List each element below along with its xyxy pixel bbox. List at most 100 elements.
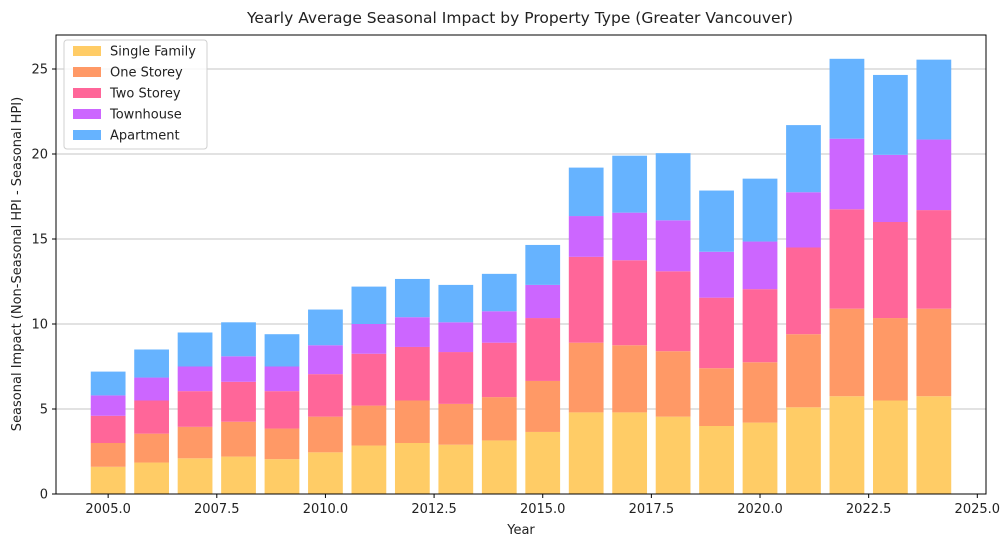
bar-single-family-2016 <box>568 412 604 494</box>
bar-two-storey-2021 <box>786 247 821 335</box>
y-tick-label: 25 <box>31 63 48 78</box>
legend-swatch-two-storey <box>73 88 101 98</box>
bar-single-family-2015 <box>525 431 561 494</box>
x-tick-label: 2012.5 <box>411 502 457 517</box>
bar-two-storey-2007 <box>177 391 213 427</box>
bar-apartment-2015 <box>525 244 561 285</box>
bar-townhouse-2007 <box>177 366 213 392</box>
bar-single-family-2023 <box>873 400 908 494</box>
bar-apartment-2010 <box>308 309 343 346</box>
bar-apartment-2007 <box>177 332 213 367</box>
bar-townhouse-2006 <box>134 377 169 401</box>
bar-apartment-2021 <box>786 125 821 193</box>
y-tick-label: 10 <box>31 318 48 333</box>
bar-apartment-2009 <box>264 334 300 367</box>
bar-apartment-2022 <box>829 58 865 139</box>
bar-townhouse-2009 <box>264 366 300 392</box>
legend-swatch-apartment <box>73 130 101 140</box>
x-axis-ticks: 2005.0 2007.5 2010.0 2012.5 2015.0 2017.5 2020… <box>85 494 1000 517</box>
bar-townhouse-2016 <box>568 216 604 257</box>
bar-one-storey-2013 <box>438 403 474 445</box>
bar-single-family-2024 <box>916 396 952 494</box>
bar-two-storey-2017 <box>612 260 648 346</box>
bar-apartment-2016 <box>568 167 604 217</box>
bar-townhouse-2019 <box>699 251 734 298</box>
bar-one-storey-2023 <box>873 318 908 401</box>
bar-apartment-2013 <box>438 284 474 323</box>
bar-one-storey-2019 <box>699 368 734 426</box>
bar-single-family-2014 <box>481 440 517 494</box>
legend-label: Townhouse <box>109 108 182 123</box>
bar-single-family-2010 <box>308 452 343 494</box>
legend: Single Family One Storey Two Storey Townhou… <box>63 39 208 150</box>
bar-one-storey-2010 <box>308 416 343 453</box>
bar-apartment-2006 <box>134 349 169 378</box>
bar-townhouse-2014 <box>481 311 517 343</box>
bar-apartment-2012 <box>394 278 430 318</box>
bar-one-storey-2024 <box>916 308 952 397</box>
bar-apartment-2008 <box>221 322 256 357</box>
bars <box>90 58 952 494</box>
bar-apartment-2005 <box>90 371 126 396</box>
y-axis-label: Seasonal Impact (Non-Seasonal HPI - Seas… <box>10 97 25 431</box>
bar-single-family-2018 <box>655 416 691 494</box>
bar-townhouse-2012 <box>394 317 430 347</box>
bar-two-storey-2015 <box>525 318 561 381</box>
y-tick-label: 0 <box>40 488 48 503</box>
bar-one-storey-2011 <box>351 405 387 446</box>
bar-townhouse-2023 <box>873 154 908 222</box>
bar-townhouse-2020 <box>742 241 778 290</box>
bar-townhouse-2013 <box>438 322 474 353</box>
bar-townhouse-2010 <box>308 345 343 375</box>
bar-two-storey-2009 <box>264 391 300 429</box>
bar-townhouse-2018 <box>655 220 691 272</box>
x-tick-label: 2025.0 <box>955 502 1001 517</box>
bar-single-family-2007 <box>177 458 213 494</box>
bar-one-storey-2007 <box>177 426 213 459</box>
bar-single-family-2011 <box>351 445 387 494</box>
bar-one-storey-2012 <box>394 400 430 443</box>
bar-two-storey-2023 <box>873 222 908 319</box>
bar-two-storey-2018 <box>655 271 691 352</box>
bar-one-storey-2018 <box>655 351 691 417</box>
bar-two-storey-2022 <box>829 209 865 309</box>
bar-two-storey-2006 <box>134 400 169 434</box>
bar-apartment-2024 <box>916 59 952 140</box>
bar-townhouse-2017 <box>612 212 648 261</box>
bar-one-storey-2009 <box>264 428 300 460</box>
bar-apartment-2011 <box>351 286 387 324</box>
bar-single-family-2017 <box>612 412 648 494</box>
bar-single-family-2021 <box>786 407 821 494</box>
legend-swatch-townhouse <box>73 109 101 119</box>
plot-area-frame <box>55 34 987 495</box>
bar-two-storey-2011 <box>351 353 387 406</box>
bar-two-storey-2012 <box>394 346 430 401</box>
bar-single-family-2008 <box>221 456 256 494</box>
bar-townhouse-2021 <box>786 192 821 248</box>
bar-one-storey-2006 <box>134 433 169 463</box>
x-tick-label: 2017.5 <box>629 502 675 517</box>
bar-single-family-2005 <box>90 466 126 494</box>
bar-single-family-2006 <box>134 462 169 494</box>
bar-two-storey-2014 <box>481 342 517 398</box>
legend-swatch-single-family <box>73 46 101 56</box>
bar-two-storey-2016 <box>568 256 604 343</box>
bar-two-storey-2005 <box>90 415 126 443</box>
bar-two-storey-2008 <box>221 381 256 422</box>
bar-single-family-2009 <box>264 459 300 494</box>
bar-two-storey-2013 <box>438 352 474 404</box>
y-axis-ticks: 0 5 10 15 20 25 <box>31 63 56 503</box>
bar-one-storey-2021 <box>786 334 821 408</box>
bar-one-storey-2014 <box>481 397 517 441</box>
bar-apartment-2018 <box>655 153 691 221</box>
bar-two-storey-2010 <box>308 374 343 417</box>
x-axis-label: Year <box>506 523 535 538</box>
bar-one-storey-2008 <box>221 421 256 457</box>
bar-townhouse-2015 <box>525 284 561 319</box>
x-tick-label: 2015.0 <box>520 502 566 517</box>
bar-one-storey-2022 <box>829 308 865 397</box>
bar-two-storey-2019 <box>699 297 734 369</box>
bar-one-storey-2016 <box>568 342 604 413</box>
x-tick-label: 2022.5 <box>846 502 892 517</box>
